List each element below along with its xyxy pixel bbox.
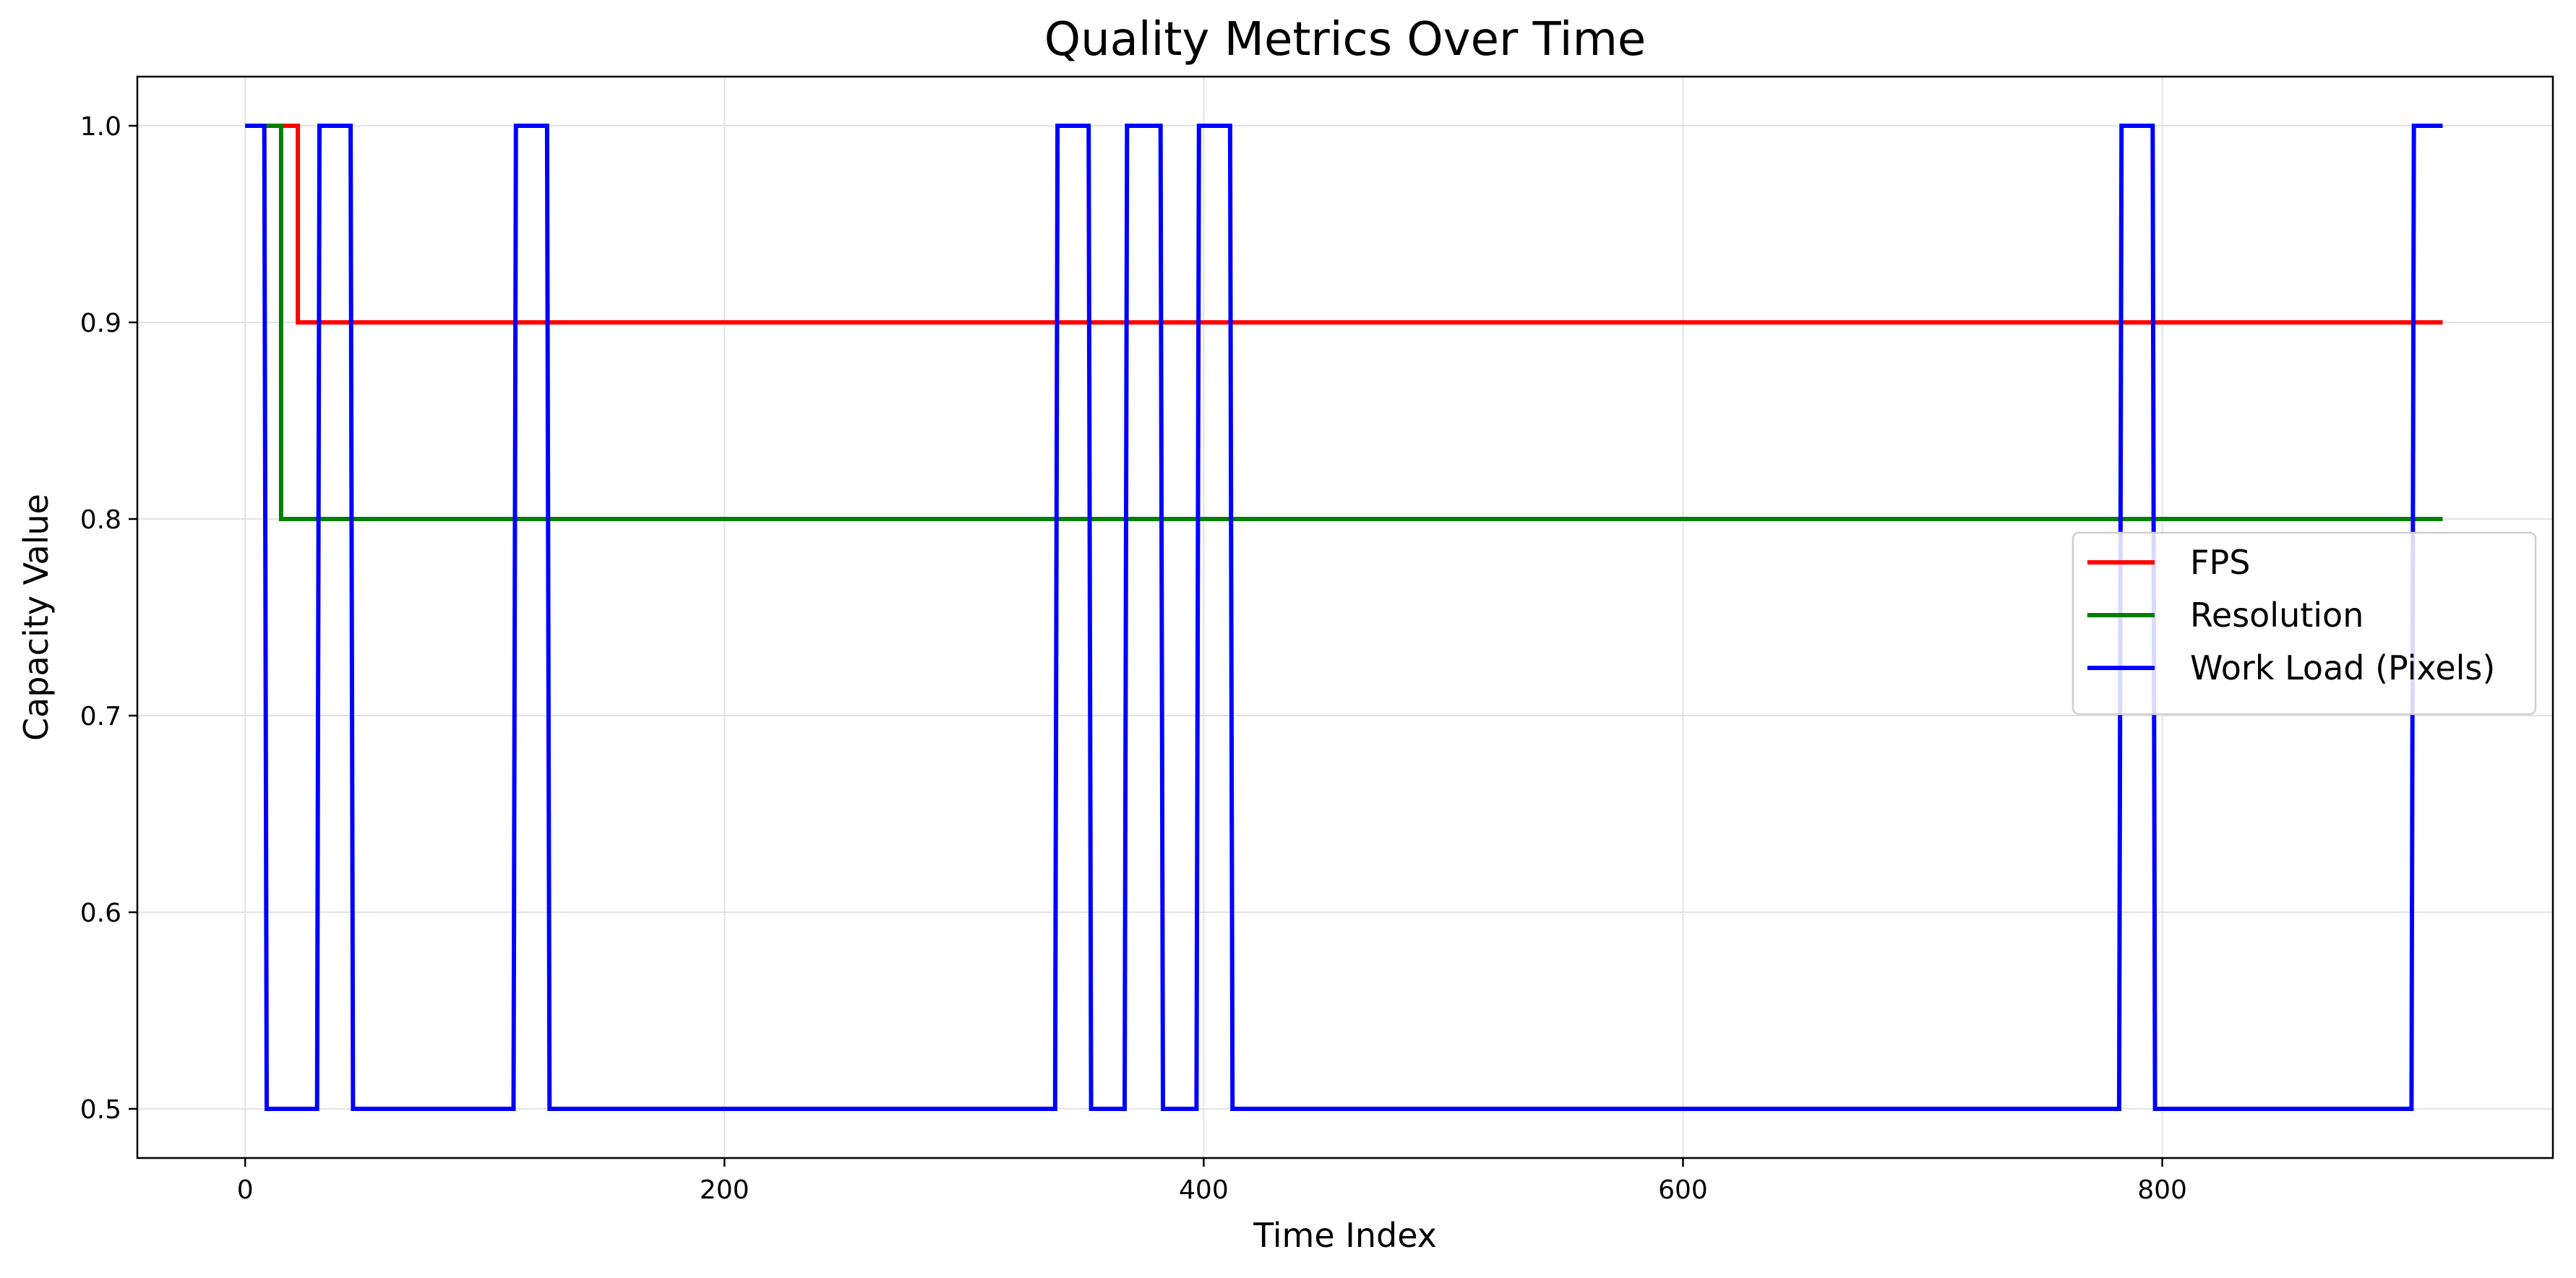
legend-label-2: Work Load (Pixels) [2190, 648, 2495, 687]
y-tick-label: 0.7 [80, 702, 121, 732]
y-tick-label: 0.5 [80, 1095, 121, 1125]
ticks: 0 200 400 600 800 0.5 0.6 0.7 0.8 0.9 1.0 [80, 112, 2187, 1205]
y-tick-label: 0.8 [80, 505, 121, 535]
x-tick-label: 800 [2137, 1175, 2187, 1205]
y-axis-label: Capacity Value [17, 494, 56, 741]
legend-label-1: Resolution [2190, 596, 2364, 635]
series-layer [245, 124, 2443, 1111]
x-tick-label: 600 [1658, 1175, 1708, 1205]
x-axis-label: Time Index [1253, 1216, 1437, 1255]
plot-frame [136, 75, 2554, 1159]
legend-label-0: FPS [2190, 543, 2250, 582]
y-tick-label: 0.9 [80, 309, 121, 338]
y-tick-label: 1.0 [80, 112, 121, 142]
x-tick-label: 400 [1179, 1175, 1229, 1205]
chart-title: Quality Metrics Over Time [1044, 13, 1647, 67]
y-tick-label: 0.6 [80, 899, 121, 928]
series-line-2 [245, 124, 2443, 1111]
series-line-1 [245, 124, 2443, 521]
x-tick-label: 0 [237, 1175, 254, 1205]
legend-box [2071, 531, 2537, 716]
legend: FPS Resolution Work Load (Pixels) [2071, 531, 2537, 716]
x-tick-label: 200 [700, 1175, 750, 1205]
